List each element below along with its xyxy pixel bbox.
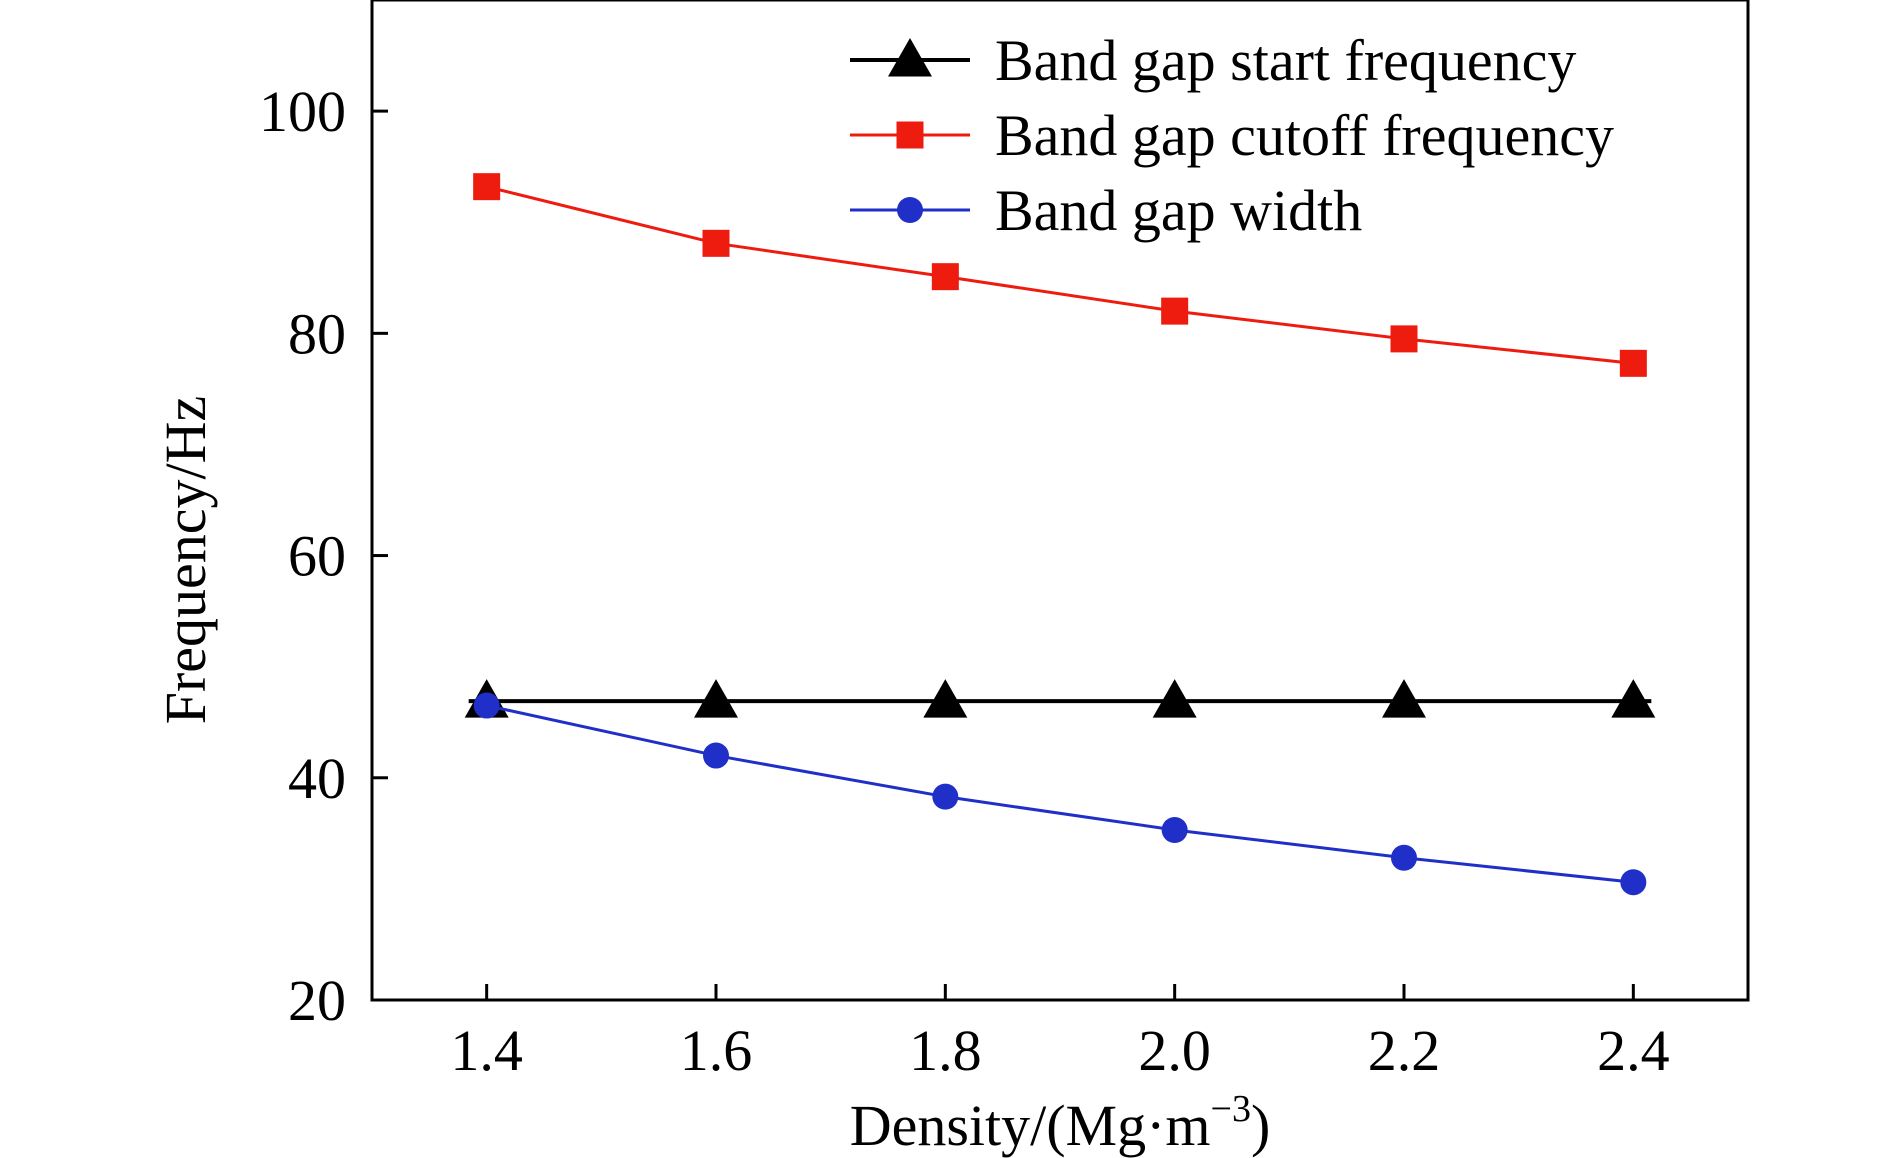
series-line xyxy=(486,704,1634,884)
data-point xyxy=(1161,297,1189,325)
series-group xyxy=(464,173,1656,896)
data-point xyxy=(1382,679,1426,718)
y-tick-label: 60 xyxy=(288,524,346,589)
data-point xyxy=(932,783,959,810)
data-point xyxy=(702,229,730,257)
data-point xyxy=(473,692,500,719)
x-axis-title-main: Density/(Mg·m xyxy=(850,1093,1211,1158)
y-tick-label: 100 xyxy=(259,79,346,144)
y-axis-title: Frequency/Hz xyxy=(153,396,218,725)
legend-entry-3: Band gap width xyxy=(850,178,1362,243)
series-2 xyxy=(473,173,1647,377)
y-tick-label: 40 xyxy=(288,746,346,811)
data-point xyxy=(1611,679,1656,718)
data-point xyxy=(931,263,959,291)
data-point xyxy=(473,173,501,201)
series-3 xyxy=(473,692,1647,896)
legend-label: Band gap cutoff frequency xyxy=(995,103,1614,168)
x-tick-label: 1.6 xyxy=(680,1018,753,1083)
series-1 xyxy=(464,679,1656,718)
plot-frame xyxy=(370,0,1750,1002)
y-tick-label: 20 xyxy=(288,968,346,1033)
data-point xyxy=(1152,679,1197,718)
y-tick-label: 80 xyxy=(288,301,346,366)
data-point xyxy=(694,679,738,718)
legend-marker xyxy=(897,197,923,223)
axes: 1.4 1.6 1.8 2.0 2.2 2.4 20 40 60 80 100 xyxy=(259,0,1750,1083)
legend-marker xyxy=(896,121,924,149)
x-tick-label: 1.4 xyxy=(450,1018,523,1083)
legend-marker xyxy=(888,38,932,77)
data-point xyxy=(703,742,729,769)
data-point xyxy=(923,679,968,718)
series-line xyxy=(486,185,1634,365)
data-point xyxy=(1161,817,1188,843)
x-tick-label: 1.8 xyxy=(909,1018,982,1083)
data-point xyxy=(1619,349,1647,377)
legend-entry-1: Band gap start frequency xyxy=(850,28,1576,93)
x-axis-title-superscript: −3 xyxy=(1211,1088,1251,1130)
x-tick-label: 2.4 xyxy=(1597,1018,1670,1083)
x-tick-label: 2.2 xyxy=(1368,1018,1441,1083)
data-point xyxy=(1391,844,1417,871)
legend-label: Band gap width xyxy=(995,178,1362,243)
legend-label: Band gap start frequency xyxy=(995,28,1576,93)
data-point xyxy=(1620,869,1647,896)
x-axis-title-close: ) xyxy=(1251,1093,1270,1158)
legend-entry-2: Band gap cutoff frequency xyxy=(850,103,1614,168)
data-point xyxy=(1390,325,1418,353)
x-tick-label: 2.0 xyxy=(1138,1018,1211,1083)
legend: Band gap start frequency Band gap cutoff … xyxy=(850,28,1614,243)
x-axis-title: Density/(Mg·m−3) xyxy=(850,1088,1271,1158)
